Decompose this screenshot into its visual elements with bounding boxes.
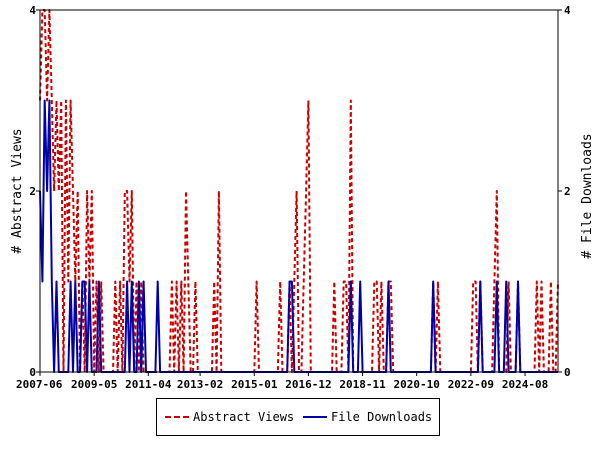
y-right-tick-label: 2 <box>564 185 571 198</box>
y-left-tick-label: 2 <box>29 185 36 198</box>
y-left-tick-label: 0 <box>29 366 36 379</box>
x-tick-label: 2016-12 <box>285 378 331 391</box>
legend-label-abstract-views: Abstract Views <box>193 410 295 424</box>
y-axis-left-label: # Abstract Views <box>10 128 25 253</box>
legend-label-file-downloads: File Downloads <box>331 410 433 424</box>
x-tick-label: 2018-11 <box>339 378 386 391</box>
tick-layer: 0 2 4 0 2 4 2007-06 2009-05 2011-04 2013-02 2015-0… <box>16 4 571 391</box>
legend-item-abstract-views: Abstract Views <box>165 410 294 424</box>
x-tick-label: 2015-01 <box>231 378 278 391</box>
y-right-tick-label: 0 <box>564 366 571 379</box>
legend-swatch-file-downloads <box>303 416 327 418</box>
x-tick-label: 2022-09 <box>448 378 494 391</box>
x-tick-label: 2007-06 <box>16 378 63 391</box>
y-right-tick-label: 4 <box>564 4 571 17</box>
y-axis-right-label: # File Downloads <box>580 133 595 258</box>
legend-swatch-abstract-views <box>165 416 189 418</box>
series-line-abstract-views <box>39 9 559 373</box>
legend-item-file-downloads: File Downloads <box>303 410 432 424</box>
x-tick-label: 2020-10 <box>394 378 440 391</box>
series-layer <box>39 9 559 373</box>
x-tick-label: 2011-04 <box>125 378 172 391</box>
x-tick-label: 2024-08 <box>502 378 548 391</box>
x-tick-label: 2013-02 <box>177 378 223 391</box>
y-left-tick-label: 4 <box>29 4 36 17</box>
legend: Abstract Views File Downloads <box>156 398 440 436</box>
x-tick-label: 2009-05 <box>71 378 117 391</box>
